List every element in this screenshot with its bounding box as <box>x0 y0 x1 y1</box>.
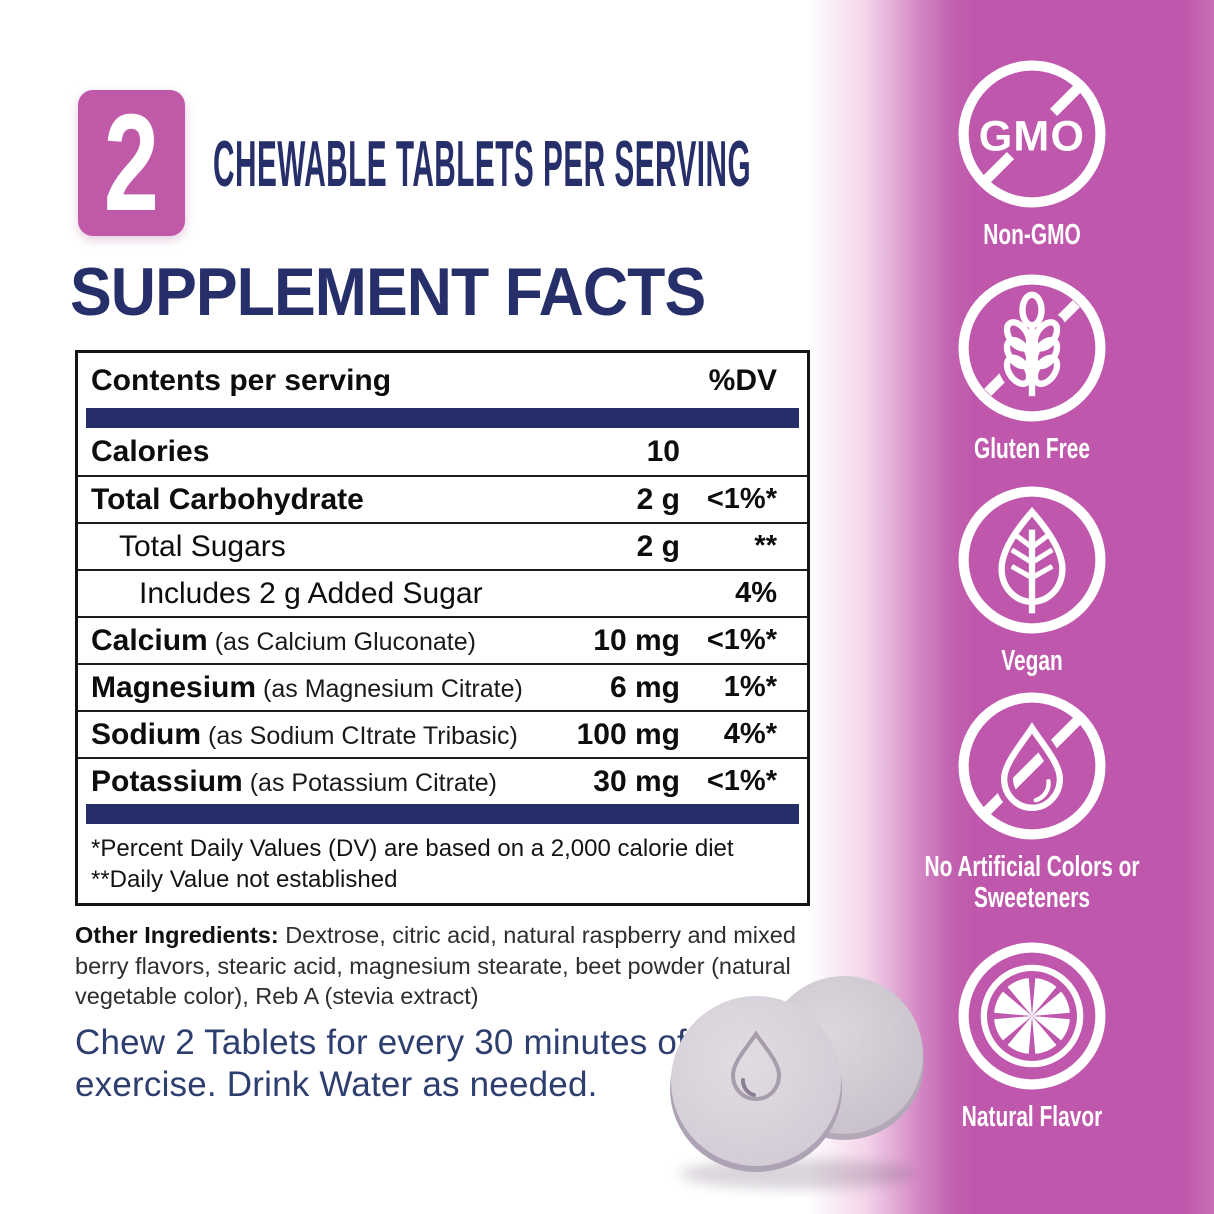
row-dv: 4%* <box>723 718 777 750</box>
serving-count-badge: 2 <box>78 90 185 236</box>
row-label: Sodium <box>91 717 201 751</box>
table-row-magnesium: Magnesium (as Magnesium Citrate) 6 mg 1%* <box>78 663 807 710</box>
row-amount: 2 g <box>636 482 680 516</box>
badge-gluten-free: Gluten Free <box>912 272 1152 465</box>
row-dv: <1%* <box>706 483 777 515</box>
drop-logo-emboss <box>730 1030 782 1102</box>
table-row-potassium: Potassium (as Potassium Citrate) 30 mg <1… <box>78 757 807 804</box>
page-title: SUPPLEMENT FACTS <box>70 254 706 330</box>
table-row-total-carbohydrate: Total Carbohydrate 2 g <1%* <box>78 475 807 522</box>
footnote-dv: *Percent Daily Values (DV) are based on … <box>91 835 734 862</box>
row-sublabel: (as Sodium CItrate Tribasic) <box>208 721 518 750</box>
row-amount: 100 mg <box>576 717 680 751</box>
badge-label: Natural Flavor <box>961 1101 1103 1133</box>
footnote-not-established: **Daily Value not established <box>91 866 398 894</box>
serving-title: CHEWABLE TABLETS PER SERVING <box>213 128 752 201</box>
badge-label: No Artificial Colors or Sweeteners <box>924 851 1140 915</box>
tablet-front <box>670 996 842 1172</box>
row-dv: 4% <box>735 577 777 609</box>
chewable-tablets-image <box>670 976 924 1189</box>
supplement-facts-table: Contents per serving %DV Calories 10 Tot… <box>75 350 810 906</box>
other-ingredients: Other Ingredients: Dextrose, citric acid… <box>75 920 843 1012</box>
row-label: Magnesium <box>91 670 257 704</box>
gmo-icon-text: GMO <box>979 112 1086 160</box>
row-label: Potassium <box>91 764 243 798</box>
other-ingredients-text: Dextrose, citric acid, natural raspberry… <box>75 922 796 1010</box>
table-row-total-sugars: Total Sugars 2 g ** <box>78 522 807 569</box>
badge-label: Vegan <box>1001 645 1063 677</box>
row-dv: <1%* <box>706 765 777 797</box>
no-artificial-drop-icon <box>958 692 1106 840</box>
row-label: Total Carbohydrate <box>91 482 364 516</box>
usage-instruction: Chew 2 Tablets for every 30 minutes of e… <box>75 1023 687 1104</box>
badge-vegan: Vegan <box>912 484 1152 677</box>
table-row-calories: Calories 10 <box>78 428 807 475</box>
table-divider-bar-top <box>86 408 799 428</box>
no-gmo-icon: GMO <box>958 60 1106 208</box>
contents-header: Contents per serving <box>91 363 392 397</box>
tablet-shadow <box>680 1159 916 1189</box>
row-amount: 2 g <box>636 529 680 563</box>
row-amount: 10 mg <box>593 623 680 657</box>
row-label: Includes 2 g Added Sugar <box>139 576 483 610</box>
badge-non-gmo: GMO Non-GMO <box>912 58 1152 251</box>
row-sublabel: (as Potassium Citrate) <box>249 768 498 797</box>
badge-label: Gluten Free <box>973 433 1091 465</box>
other-ingredients-label: Other Ingredients: <box>75 922 279 948</box>
badge-natural-flavor: Natural Flavor <box>912 940 1152 1133</box>
table-header-row: Contents per serving %DV <box>78 353 807 408</box>
row-amount: 10 <box>646 434 680 468</box>
row-dv: ** <box>754 530 777 562</box>
row-label: Calories <box>91 434 210 468</box>
gluten-free-icon <box>958 274 1106 422</box>
natural-flavor-citrus-icon <box>958 942 1106 1090</box>
row-label: Total Sugars <box>119 529 286 563</box>
table-row-sodium: Sodium (as Sodium CItrate Tribasic) 100 m… <box>78 710 807 757</box>
vegan-leaf-icon <box>958 486 1106 634</box>
badge-label: Non-GMO <box>983 219 1081 251</box>
table-row-added-sugar: Includes 2 g Added Sugar 4% <box>78 569 807 616</box>
row-amount: 30 mg <box>593 764 680 798</box>
table-footnotes: *Percent Daily Values (DV) are based on … <box>78 824 807 895</box>
badge-no-artificial: No Artificial Colors or Sweeteners <box>912 690 1152 915</box>
row-sublabel: (as Calcium Gluconate) <box>214 627 476 656</box>
serving-count: 2 <box>103 86 160 240</box>
dv-header: %DV <box>708 363 777 397</box>
row-dv: <1%* <box>706 624 777 656</box>
table-row-calcium: Calcium (as Calcium Gluconate) 10 mg <1%* <box>78 616 807 663</box>
row-dv: 1%* <box>723 671 777 703</box>
table-body: Calories 10 Total Carbohydrate 2 g <1%* … <box>78 428 807 804</box>
row-sublabel: (as Magnesium Citrate) <box>263 674 523 703</box>
table-divider-bar-bottom <box>86 804 799 824</box>
row-amount: 6 mg <box>609 670 680 704</box>
row-label: Calcium <box>91 623 208 657</box>
